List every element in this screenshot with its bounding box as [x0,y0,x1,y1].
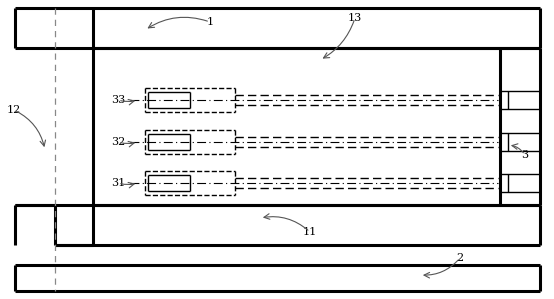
Text: 13: 13 [348,13,362,23]
Text: 31: 31 [111,178,125,188]
Text: 3: 3 [521,150,529,160]
Text: 12: 12 [7,105,21,115]
Text: 32: 32 [111,137,125,147]
Text: 1: 1 [207,17,213,27]
Text: 2: 2 [456,253,464,263]
Text: 33: 33 [111,95,125,105]
Text: 11: 11 [303,227,317,237]
